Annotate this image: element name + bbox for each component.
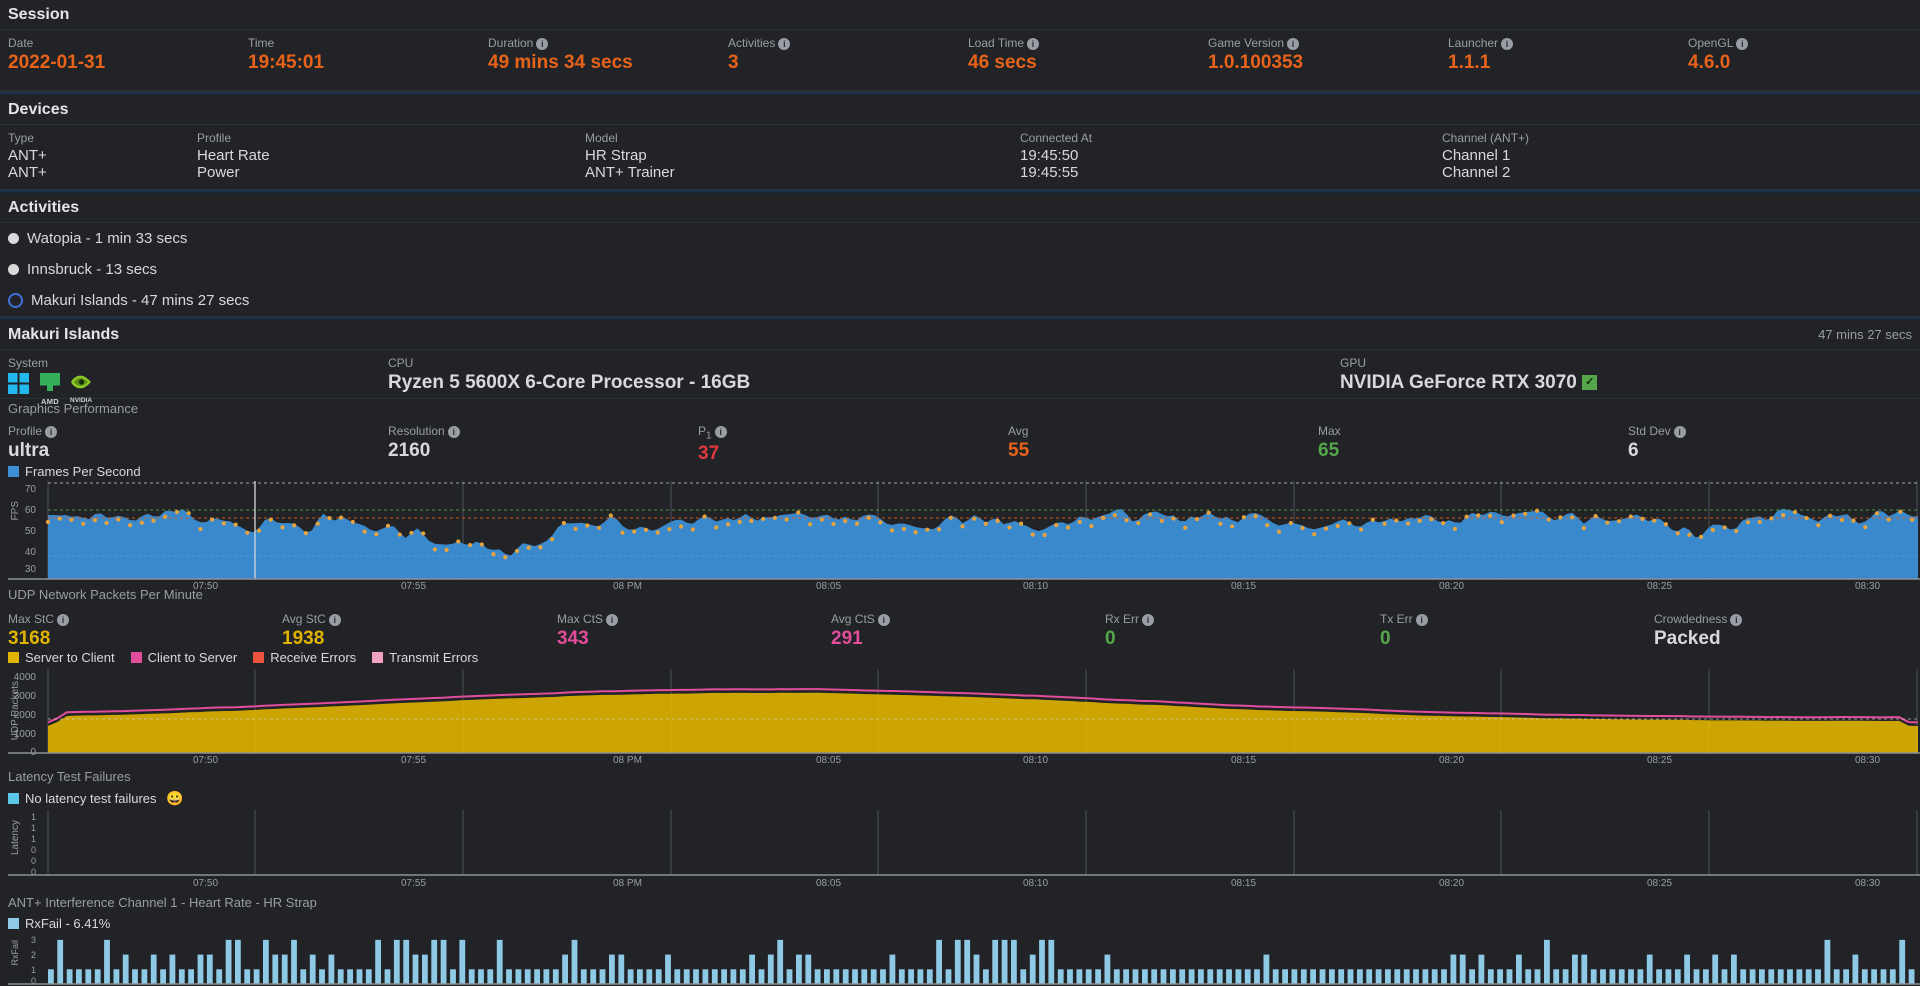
svg-text:1: 1 — [31, 965, 36, 975]
svg-text:1: 1 — [31, 834, 36, 844]
svg-text:1: 1 — [31, 823, 36, 833]
svg-text:60: 60 — [25, 505, 37, 516]
svg-text:0: 0 — [31, 845, 36, 855]
svg-text:3: 3 — [31, 935, 36, 945]
svg-text:30: 30 — [25, 564, 37, 575]
svg-text:2: 2 — [31, 950, 36, 960]
svg-text:40: 40 — [25, 547, 37, 558]
svg-text:0: 0 — [31, 856, 36, 866]
svg-text:1: 1 — [31, 812, 36, 822]
svg-text:50: 50 — [25, 526, 37, 537]
svg-text:70: 70 — [25, 484, 37, 495]
